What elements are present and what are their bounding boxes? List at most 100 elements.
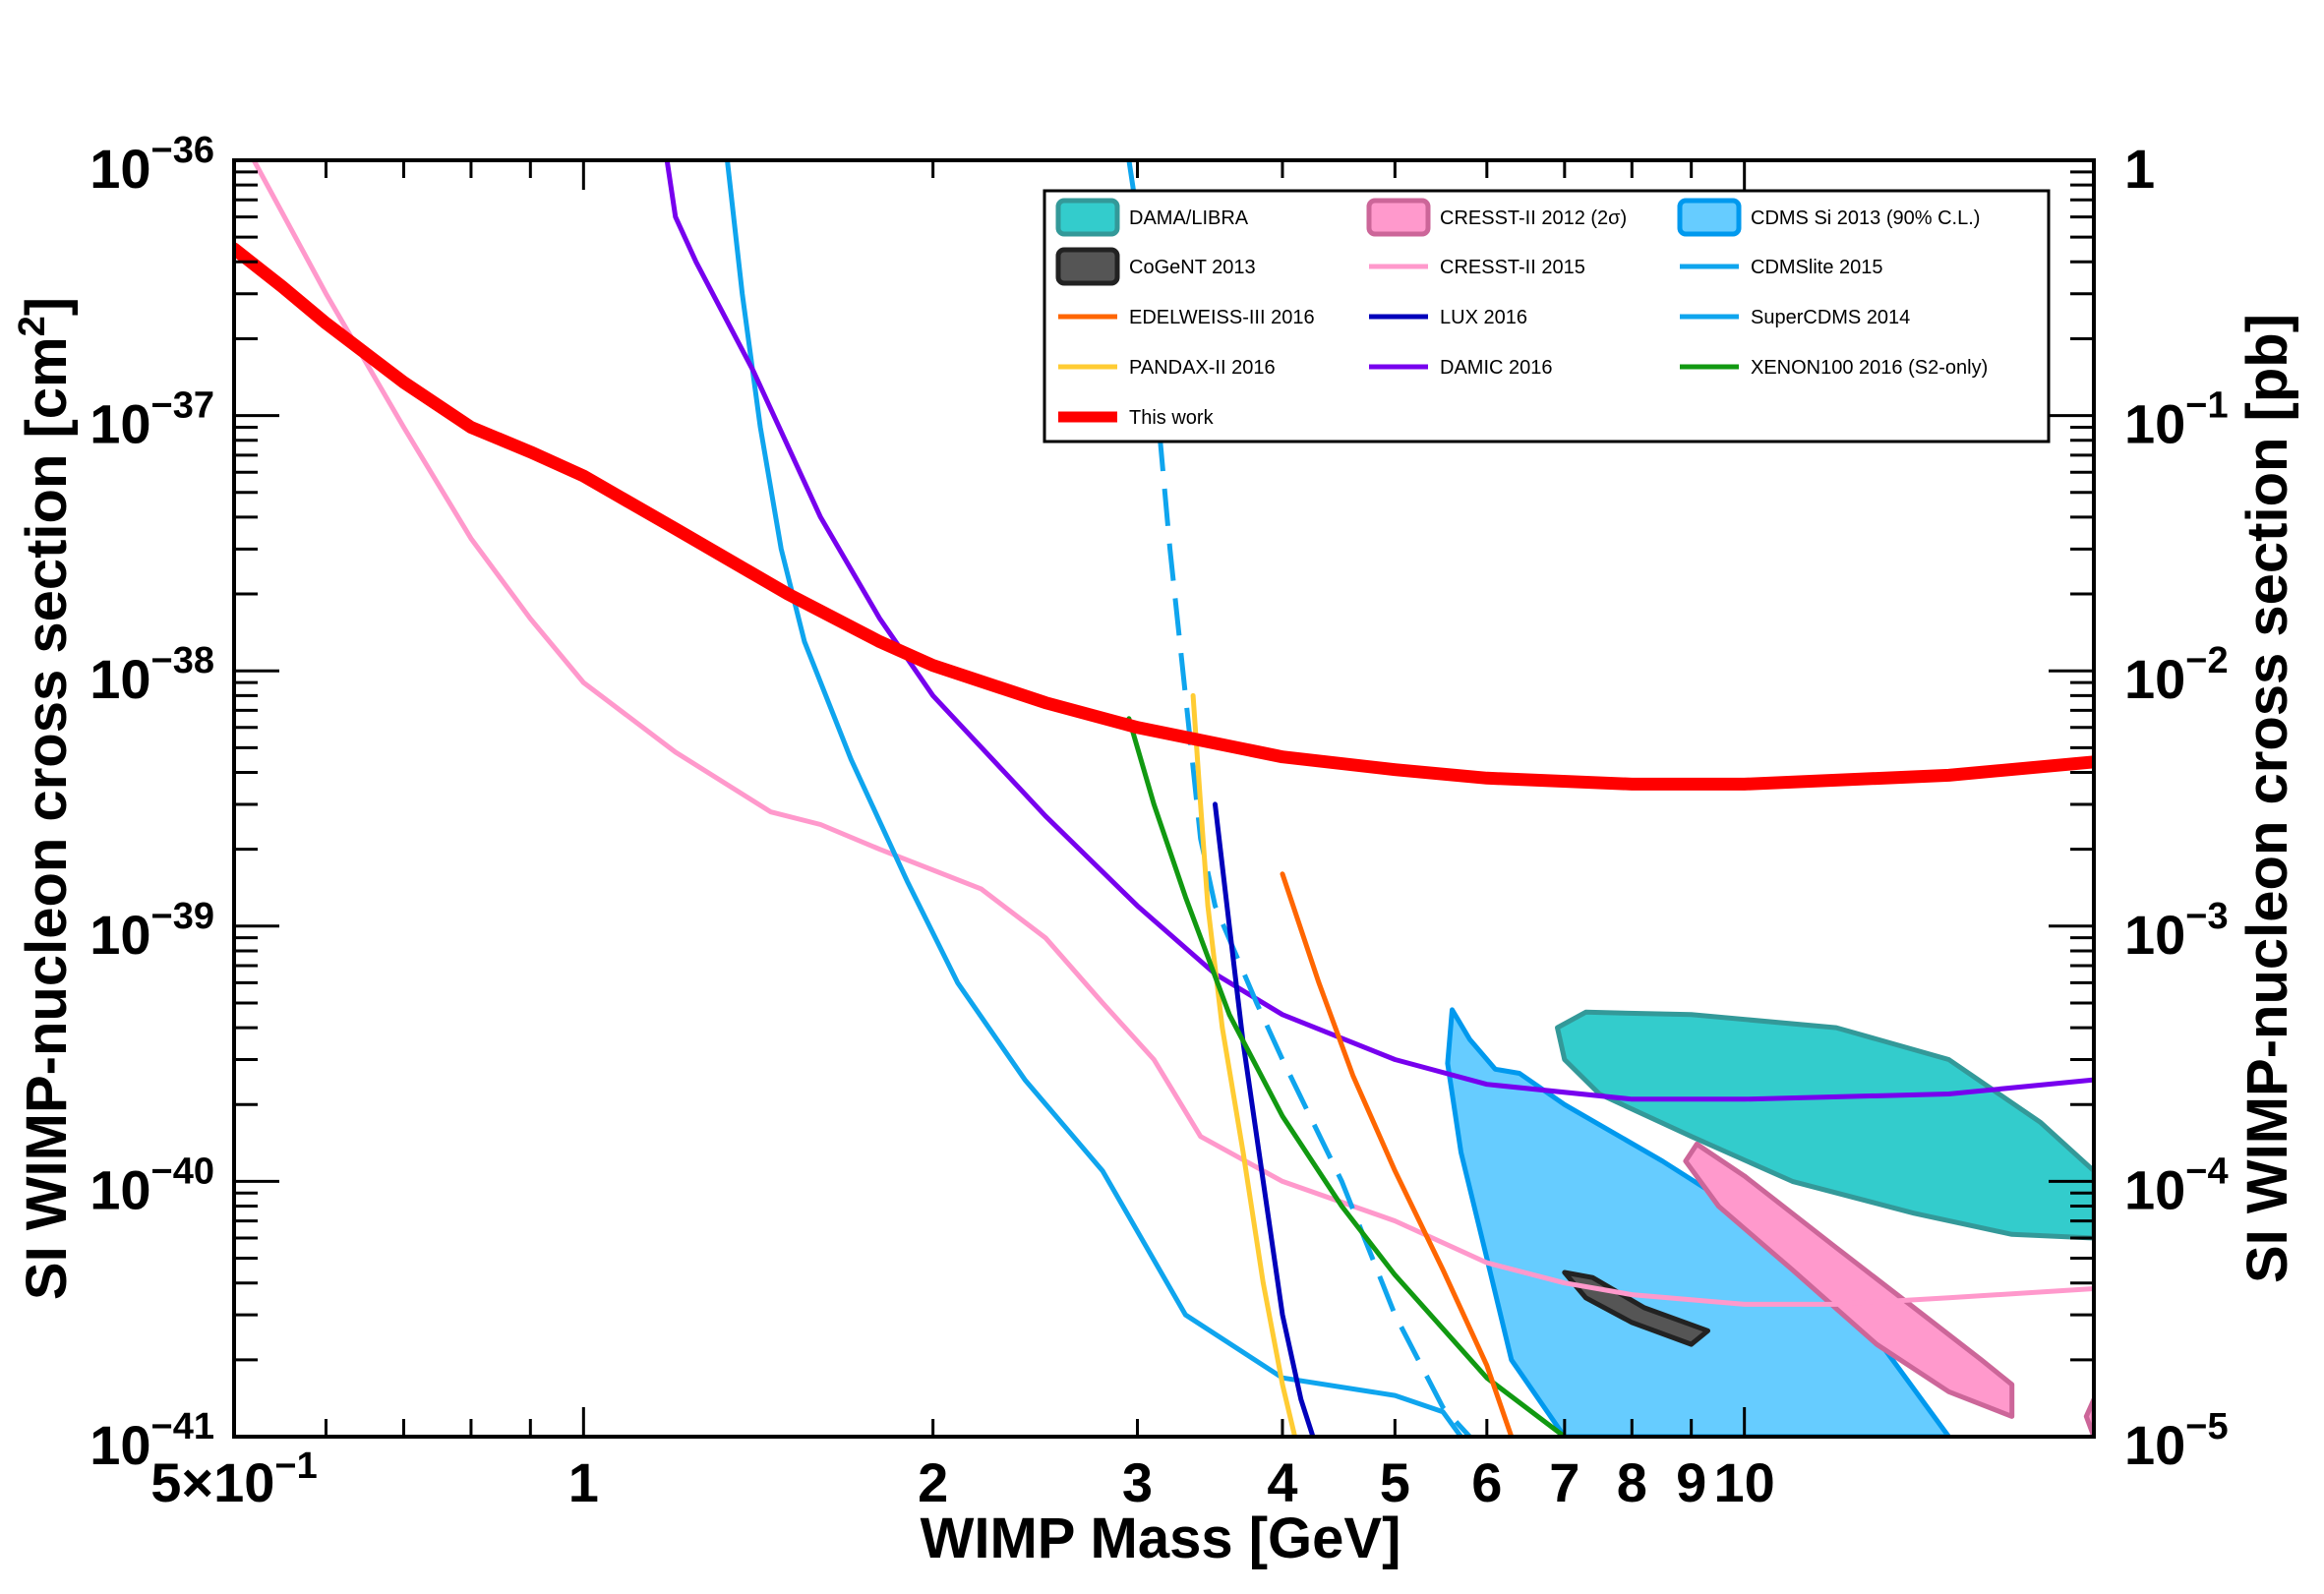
x-tick-label-base: 5×10	[150, 1451, 274, 1513]
series-supercdms-2014	[725, 160, 1463, 1437]
y-tick-label: 10−36	[89, 130, 214, 200]
legend-entry-cogent-2013: CoGeNT 2013	[1055, 247, 1256, 286]
y-tick-label-base: 10	[89, 1158, 150, 1220]
y-tick-label-sup: −38	[151, 640, 214, 681]
legend-swatch	[1055, 198, 1120, 237]
x-tick-label-base: 10	[1714, 1451, 1775, 1513]
y2-tick-label-base: 10	[2124, 648, 2185, 710]
y-tick-label-base: 10	[89, 138, 150, 200]
y2-axis-title: SI WIMP-nucleon cross section [pb]	[2235, 314, 2299, 1283]
legend-label: This work	[1129, 407, 1215, 429]
y-axis-title-sup: 2	[12, 316, 53, 336]
y2-tick-label-base: 1	[2124, 138, 2155, 200]
x-tick-label-base: 2	[918, 1451, 948, 1513]
x-tick-label: 2	[918, 1451, 948, 1513]
legend-label: CDMS Si 2013 (90% C.L.)	[1751, 207, 1980, 229]
y-tick-label-sup: −37	[151, 385, 214, 427]
tick-labels-layer: 5×10−1 1 2 3 4 5 6 7 8 9 1010−3610−3710−3810−3910−…	[89, 130, 2228, 1513]
x-tick-label: 7	[1549, 1451, 1579, 1513]
y-axis-title-end: ]	[15, 297, 79, 316]
series-pandax-ii-2016	[1190, 692, 1298, 1437]
y-tick-label: 10−38	[89, 640, 214, 710]
region-dama-libra-0	[1555, 1009, 2094, 1241]
x-tick-label: 1	[568, 1451, 599, 1513]
legend-entry-damic-2016: DAMIC 2016	[1369, 357, 1553, 379]
x-tick-label-base: 5	[1380, 1451, 1410, 1513]
legend-label: DAMA/LIBRA	[1129, 207, 1249, 229]
legend-entry-cdmslite-2015: CDMSlite 2015	[1680, 257, 1883, 278]
x-tick-label-sup: −1	[274, 1446, 317, 1487]
legend-label: CDMSlite 2015	[1751, 257, 1883, 278]
y-axis-title-main: SI WIMP-nucleon cross section [cm	[15, 336, 79, 1300]
series-layer	[234, 160, 2094, 1437]
x-tick-label-base: 4	[1267, 1451, 1297, 1513]
x-tick-label-base: 8	[1617, 1451, 1647, 1513]
y2-tick-label-sup: −2	[2185, 640, 2228, 681]
x-axis-title: WIMP Mass [GeV]	[921, 1506, 1401, 1570]
y-axis-title: SI WIMP-nucleon cross section [cm2]	[12, 297, 79, 1300]
series-xenon100-2016-s2-only	[1126, 716, 1568, 1437]
y2-tick-label-base: 10	[2124, 1414, 2185, 1476]
y2-tick-label-sup: −5	[2185, 1406, 2228, 1447]
x-tick-label: 9	[1676, 1451, 1706, 1513]
legend-label: CRESST-II 2015	[1440, 257, 1585, 278]
y2-tick-label: 1	[2124, 138, 2155, 200]
y2-tick-label-sup: −4	[2185, 1151, 2228, 1192]
legend-entry-edelweiss-iii-2016: EDELWEISS-III 2016	[1058, 307, 1315, 328]
y-tick-label-base: 10	[89, 904, 150, 966]
legend-label: CoGeNT 2013	[1129, 257, 1256, 278]
legend-entry-cresst-ii-2015: CRESST-II 2015	[1369, 257, 1585, 278]
x-tick-label-base: 1	[568, 1451, 599, 1513]
legend-entry-cdms-si-2013-90-c-l: CDMS Si 2013 (90% C.L.)	[1677, 198, 1980, 237]
legend-entry-lux-2016: LUX 2016	[1369, 307, 1527, 328]
y-tick-label-base: 10	[89, 393, 150, 455]
y-tick-label-base: 10	[89, 648, 150, 710]
legend-entry-supercdms-2014: SuperCDMS 2014	[1680, 307, 1910, 328]
x-tick-label: 4	[1267, 1451, 1297, 1513]
y-tick-label-sup: −39	[151, 896, 214, 937]
series-this-work	[234, 242, 2094, 791]
y-tick-label: 10−41	[89, 1406, 214, 1476]
y2-tick-label-base: 10	[2124, 1158, 2185, 1220]
y2-tick-label: 10−4	[2124, 1151, 2229, 1220]
y-tick-label: 10−40	[89, 1151, 214, 1220]
legend-entry-cresst-ii-2012-2: CRESST-II 2012 (2σ)	[1366, 198, 1627, 237]
x-tick-label: 8	[1617, 1451, 1647, 1513]
series-lux-2016	[1213, 801, 1316, 1437]
y2-tick-label: 10−5	[2124, 1406, 2229, 1476]
legend-frame	[1043, 189, 2051, 443]
x-tick-label-base: 3	[1122, 1451, 1153, 1513]
x-tick-label: 3	[1122, 1451, 1153, 1513]
y-tick-label-sup: −36	[151, 130, 214, 171]
y2-tick-label-base: 10	[2124, 904, 2185, 966]
x-tick-label-base: 9	[1676, 1451, 1706, 1513]
legend-swatch	[1055, 247, 1120, 286]
legend-label: DAMIC 2016	[1440, 357, 1553, 379]
legend-label: LUX 2016	[1440, 307, 1527, 328]
series-cresst-ii-2015	[251, 160, 2094, 1307]
legend-entry-this-work: This work	[1058, 407, 1215, 429]
series-cdmslite-2015	[1126, 160, 1472, 1437]
x-tick-label: 10	[1714, 1451, 1775, 1513]
x-tick-label: 6	[1471, 1451, 1502, 1513]
legend-label: PANDAX-II 2016	[1129, 357, 1276, 379]
x-tick-label-base: 7	[1549, 1451, 1579, 1513]
legend-label: CRESST-II 2012 (2σ)	[1440, 207, 1627, 229]
regions-layer	[1445, 1007, 2094, 1437]
y2-tick-label: 10−3	[2124, 896, 2229, 966]
series-edelweiss-iii-2016	[1280, 871, 1515, 1437]
region-cresst-ii-2012-2-2	[1683, 1142, 2015, 1419]
legend-label: SuperCDMS 2014	[1751, 307, 1910, 328]
plot-frame	[232, 158, 2096, 1439]
series-damic-2016	[664, 160, 2094, 1102]
legend-entry-xenon100-2016-s2-only: XENON100 2016 (S2-only)	[1680, 357, 1988, 379]
y-tick-label-base: 10	[89, 1414, 150, 1476]
legend-entry-pandax-ii-2016: PANDAX-II 2016	[1058, 357, 1276, 379]
legend-label: EDELWEISS-III 2016	[1129, 307, 1315, 328]
legend-label: XENON100 2016 (S2-only)	[1751, 357, 1988, 379]
y2-tick-label: 10−1	[2124, 385, 2229, 455]
x-tick-label: 5	[1380, 1451, 1410, 1513]
y2-tick-label-sup: −1	[2185, 385, 2228, 427]
x-tick-label-base: 6	[1471, 1451, 1502, 1513]
